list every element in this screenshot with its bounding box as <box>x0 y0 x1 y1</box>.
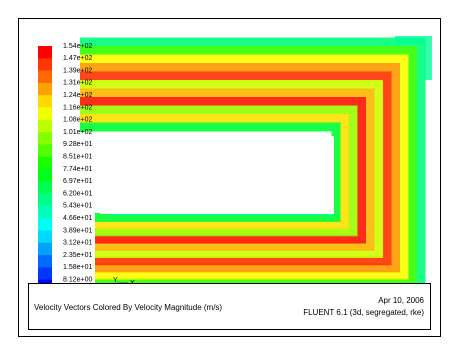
colorbar-label: 4.66e+01 <box>63 215 92 222</box>
flow-band <box>80 80 383 258</box>
caption-title: Velocity Vectors Colored By Velocity Mag… <box>34 303 222 312</box>
colorbar-swatch <box>38 107 52 121</box>
flow-band <box>80 63 400 273</box>
colorbar-label: 7.74e+01 <box>63 166 92 173</box>
flow-band <box>80 46 417 287</box>
colorbar-swatch <box>38 181 52 194</box>
caption-date: Apr 10, 2006 <box>378 296 424 305</box>
velocity-field <box>80 36 432 295</box>
colorbar-swatch <box>38 255 52 268</box>
colorbar-swatch <box>38 58 52 71</box>
colorbar-label: 8.51e+01 <box>63 154 92 161</box>
colorbar-label: 3.12e+01 <box>63 240 92 247</box>
colorbar-label: 2.35e+01 <box>63 252 92 259</box>
colorbar-label: 6.20e+01 <box>63 190 92 197</box>
colorbar-label: 1.31e+02 <box>63 80 92 87</box>
colorbar-label: 3.89e+01 <box>63 227 92 234</box>
colorbar-swatch <box>38 46 52 59</box>
flow-band <box>80 54 409 280</box>
flow-band <box>80 114 349 230</box>
flow-band <box>80 122 341 222</box>
colorbar-label: 1.47e+02 <box>63 55 92 62</box>
colorbar-swatch <box>38 119 52 133</box>
colorbar-swatch <box>38 95 52 108</box>
colorbar-swatch <box>38 132 52 145</box>
flow-band <box>80 71 392 266</box>
colorbar-swatch <box>38 205 52 219</box>
obstacle <box>100 136 334 214</box>
colorbar-label: 9.28e+01 <box>63 141 92 148</box>
colorbar-label: 1.01e+02 <box>63 129 92 136</box>
colorbar-label: 6.97e+01 <box>63 178 92 185</box>
colorbar-label: 1.08e+02 <box>63 117 92 124</box>
colorbar-swatch <box>38 156 52 170</box>
colorbar-swatch <box>38 218 52 231</box>
flow-edge <box>395 36 432 80</box>
caption-solver: FLUENT 6.1 (3d, segregated, rke) <box>303 308 424 317</box>
colorbar-swatch <box>38 169 52 182</box>
colorbar-label: 1.16e+02 <box>63 104 92 111</box>
colorbar-label: 1.24e+02 <box>63 92 92 99</box>
colorbar-label: 1.54e+02 <box>63 43 92 50</box>
colorbar-swatch <box>38 144 52 157</box>
colorbar-swatch <box>38 82 52 96</box>
colorbar-swatch <box>38 70 52 84</box>
colorbar-swatch <box>38 193 52 207</box>
colorbar: 1.54e+02 1.47e+02 1.39e+02 1.31e+02 1.24e+02… <box>38 43 92 296</box>
colorbar-swatch <box>38 230 52 244</box>
colorbar-label: 1.39e+02 <box>63 67 92 74</box>
colorbar-label: 8.12e+00 <box>63 277 92 284</box>
flow-band <box>80 97 366 244</box>
colorbar-label: 5.43e+01 <box>63 203 92 210</box>
flow-band <box>80 88 375 251</box>
colorbar-swatch <box>38 267 52 280</box>
caption-box <box>28 283 431 330</box>
colorbar-label: 1.58e+01 <box>63 264 92 271</box>
flow-band <box>80 105 358 237</box>
axis-y: Y <box>113 277 118 284</box>
colorbar-swatch <box>38 242 52 256</box>
